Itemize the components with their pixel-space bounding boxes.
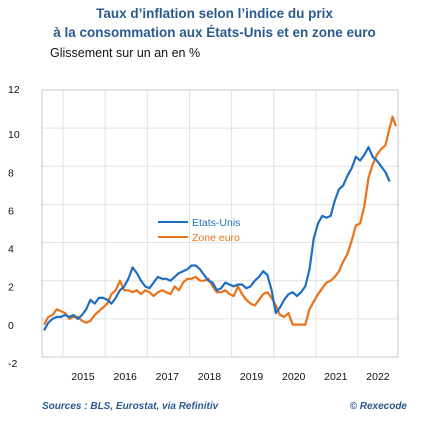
chart-subtitle: Glissement sur un an en % xyxy=(50,46,201,60)
y-axis-ticks: -2 0 2 4 6 8 10 12 xyxy=(8,84,20,370)
y-tick-label: 0 xyxy=(8,320,14,332)
x-tick-label: 2020 xyxy=(282,371,306,383)
series-line-zone-euro xyxy=(43,115,397,326)
chart-title-line-1: Taux d’inflation selon l’indice du prix xyxy=(96,6,333,21)
y-tick-label: 8 xyxy=(8,167,14,179)
x-tick-label: 2022 xyxy=(366,371,390,383)
legend-label: Etats-Unis xyxy=(192,217,240,229)
y-tick-label: 6 xyxy=(8,205,14,217)
chart-title-line-2: à la consommation aux États-Unis et en z… xyxy=(53,25,376,40)
y-tick-label: 4 xyxy=(8,244,14,256)
sources-note: Sources : BLS, Eurostat, via Refinitiv xyxy=(42,401,219,412)
x-tick-label: 2017 xyxy=(156,371,180,383)
plot-frame xyxy=(41,89,399,358)
copyright-note: © Rexecode xyxy=(349,401,407,412)
x-tick-label: 2018 xyxy=(198,371,222,383)
x-tick-label: 2021 xyxy=(324,371,348,383)
series-line-etats-unis xyxy=(43,146,391,331)
inflation-line-chart: -2 0 2 4 6 8 10 12 2015 2016 2017 2018 2019 2020 2021… xyxy=(8,84,399,383)
x-axis-ticks: 2015 2016 2017 2018 2019 2020 2021 2022 xyxy=(71,371,389,383)
y-tick-label: 12 xyxy=(8,84,20,96)
x-tick-label: 2019 xyxy=(240,371,264,383)
y-tick-label: -2 xyxy=(8,358,17,370)
x-tick-label: 2016 xyxy=(114,371,138,383)
series-lines xyxy=(43,115,397,331)
y-tick-label: 2 xyxy=(8,282,14,294)
x-tick-label: 2015 xyxy=(71,371,95,383)
chart-legend: Etats-Unis Zone euro xyxy=(158,217,240,244)
y-tick-label: 10 xyxy=(8,129,20,141)
legend-label: Zone euro xyxy=(192,232,240,244)
